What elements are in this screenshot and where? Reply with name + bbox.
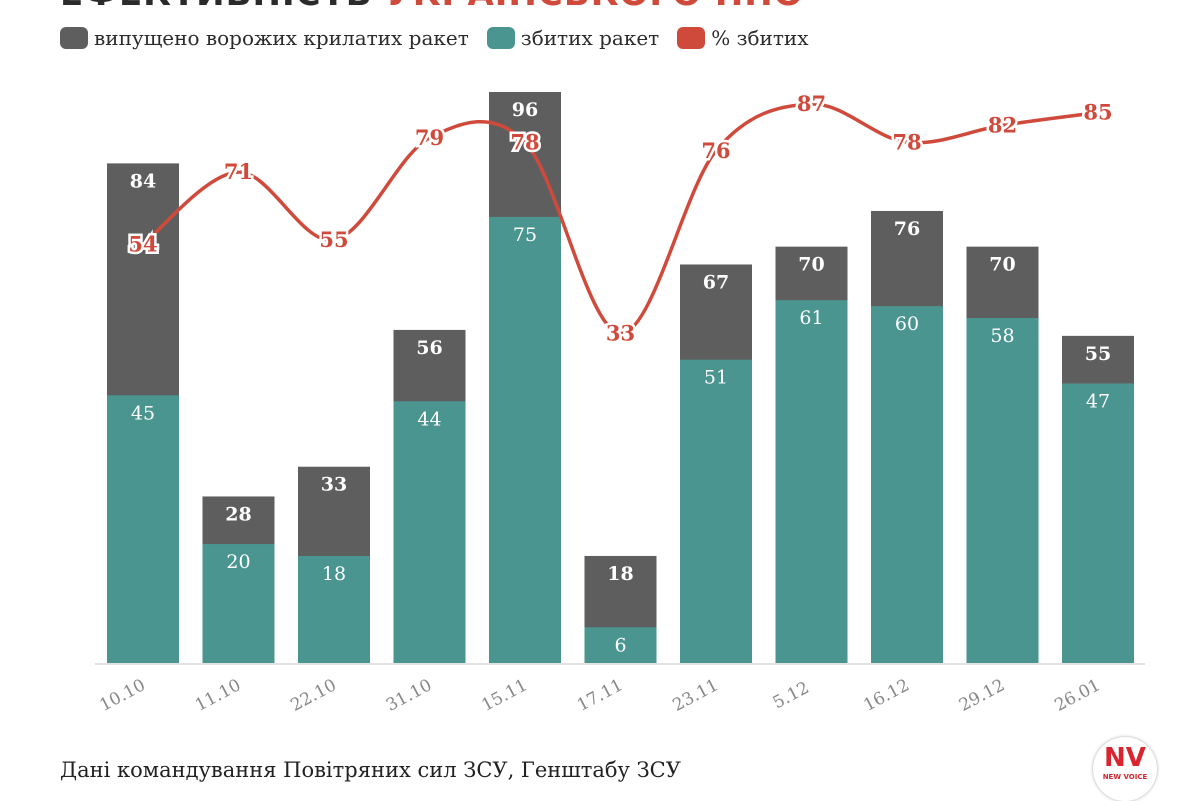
data-label-shot-down: 61	[799, 307, 823, 329]
data-label-shot-down: 20	[226, 551, 250, 573]
legend-item-percent: % збитих	[677, 26, 809, 50]
bar-shot-down-17.11	[584, 627, 657, 663]
bar-shot-down-10.10	[107, 395, 179, 663]
legend-item-shot-down: збитих ракет	[486, 26, 660, 50]
bar-shot-down-15.11	[489, 216, 561, 663]
bar-shot-down-26.01	[1062, 383, 1134, 663]
x-tick-label: 11.10	[192, 675, 244, 716]
percent-label-31.10: 79	[415, 125, 444, 150]
data-label-launched: 84	[130, 170, 156, 192]
legend-swatch-shot-down	[486, 27, 515, 49]
data-label-launched: 55	[1085, 343, 1111, 365]
legend-swatch-launched	[60, 27, 88, 49]
data-label-shot-down: 6	[614, 634, 626, 656]
data-label-shot-down: 44	[417, 408, 441, 430]
percent-label-5.12: 87	[797, 91, 826, 116]
title-prefix: ЕФЕКТИВНІСТЬ	[60, 0, 373, 14]
data-label-shot-down: 18	[322, 563, 346, 585]
legend: випущено ворожих крилатих ракет збитих р…	[60, 26, 827, 50]
data-label-shot-down: 51	[704, 367, 728, 389]
x-tick-label: 17.11	[574, 675, 626, 716]
percent-line	[141, 102, 1100, 336]
title-accent: УКРАЇНСЬКОГО ППО	[386, 0, 804, 14]
percent-label-22.10: 55	[319, 227, 348, 252]
percent-label-23.11: 76	[701, 138, 730, 163]
bar-shot-down-22.10	[298, 555, 370, 663]
x-tick-label: 22.10	[287, 675, 339, 716]
data-label-launched: 70	[798, 254, 824, 276]
nv-logo: NV NEW VOICE	[1093, 737, 1157, 801]
data-label-launched: 76	[894, 218, 920, 240]
data-label-shot-down: 75	[513, 224, 537, 246]
legend-label-launched: випущено ворожих крилатих ракет	[94, 26, 469, 50]
x-tick-label: 31.10	[383, 675, 435, 716]
source-note: Дані командування Повітряних сил ЗСУ, Ге…	[60, 758, 681, 782]
logo-text: NV	[1104, 743, 1146, 773]
x-tick-label: 23.11	[669, 675, 721, 716]
bar-shot-down-29.12	[966, 318, 1039, 663]
percent-label-29.12: 82	[988, 112, 1017, 137]
data-label-launched: 33	[321, 474, 347, 496]
data-label-launched: 56	[416, 337, 442, 359]
data-label-shot-down: 60	[895, 313, 919, 335]
x-tick-label: 26.01	[1051, 675, 1103, 716]
bar-shot-down-16.12	[871, 306, 943, 663]
legend-swatch-percent	[677, 27, 706, 49]
data-label-launched: 70	[989, 254, 1015, 276]
legend-label-shot-down: збитих ракет	[520, 26, 660, 50]
data-label-launched: 18	[607, 563, 633, 585]
logo-subtext: NEW VOICE	[1102, 773, 1148, 781]
percent-label-15.11: 78	[510, 129, 539, 154]
bar-shot-down-23.11	[680, 359, 752, 663]
percent-label-17.11: 33	[606, 321, 635, 346]
percent-label-26.01: 85	[1083, 100, 1112, 125]
data-label-shot-down: 47	[1086, 390, 1110, 412]
percent-label-10.10: 54	[128, 231, 157, 256]
x-tick-label: 29.12	[956, 675, 1008, 716]
legend-item-launched: випущено ворожих крилатих ракет	[60, 26, 469, 50]
legend-label-percent: % збитих	[711, 26, 809, 50]
data-label-launched: 96	[512, 99, 538, 121]
x-tick-label: 16.12	[860, 675, 912, 716]
data-label-launched: 67	[703, 271, 729, 293]
data-label-shot-down: 45	[131, 402, 155, 424]
x-tick-label: 10.10	[96, 675, 148, 716]
chart-title: ЕФЕКТИВНІСТЬ УКРАЇНСЬКОГО ППО	[60, 0, 804, 14]
percent-label-11.10: 71	[224, 159, 253, 184]
bar-shot-down-5.12	[775, 300, 848, 663]
bar-shot-down-31.10	[393, 401, 466, 663]
x-tick-label: 5.12	[770, 678, 813, 713]
data-label-shot-down: 58	[990, 325, 1014, 347]
data-label-launched: 28	[225, 503, 251, 525]
bar-shot-down-11.10	[202, 544, 275, 663]
x-tick-label: 15.11	[478, 675, 530, 716]
percent-label-16.12: 78	[892, 129, 921, 154]
